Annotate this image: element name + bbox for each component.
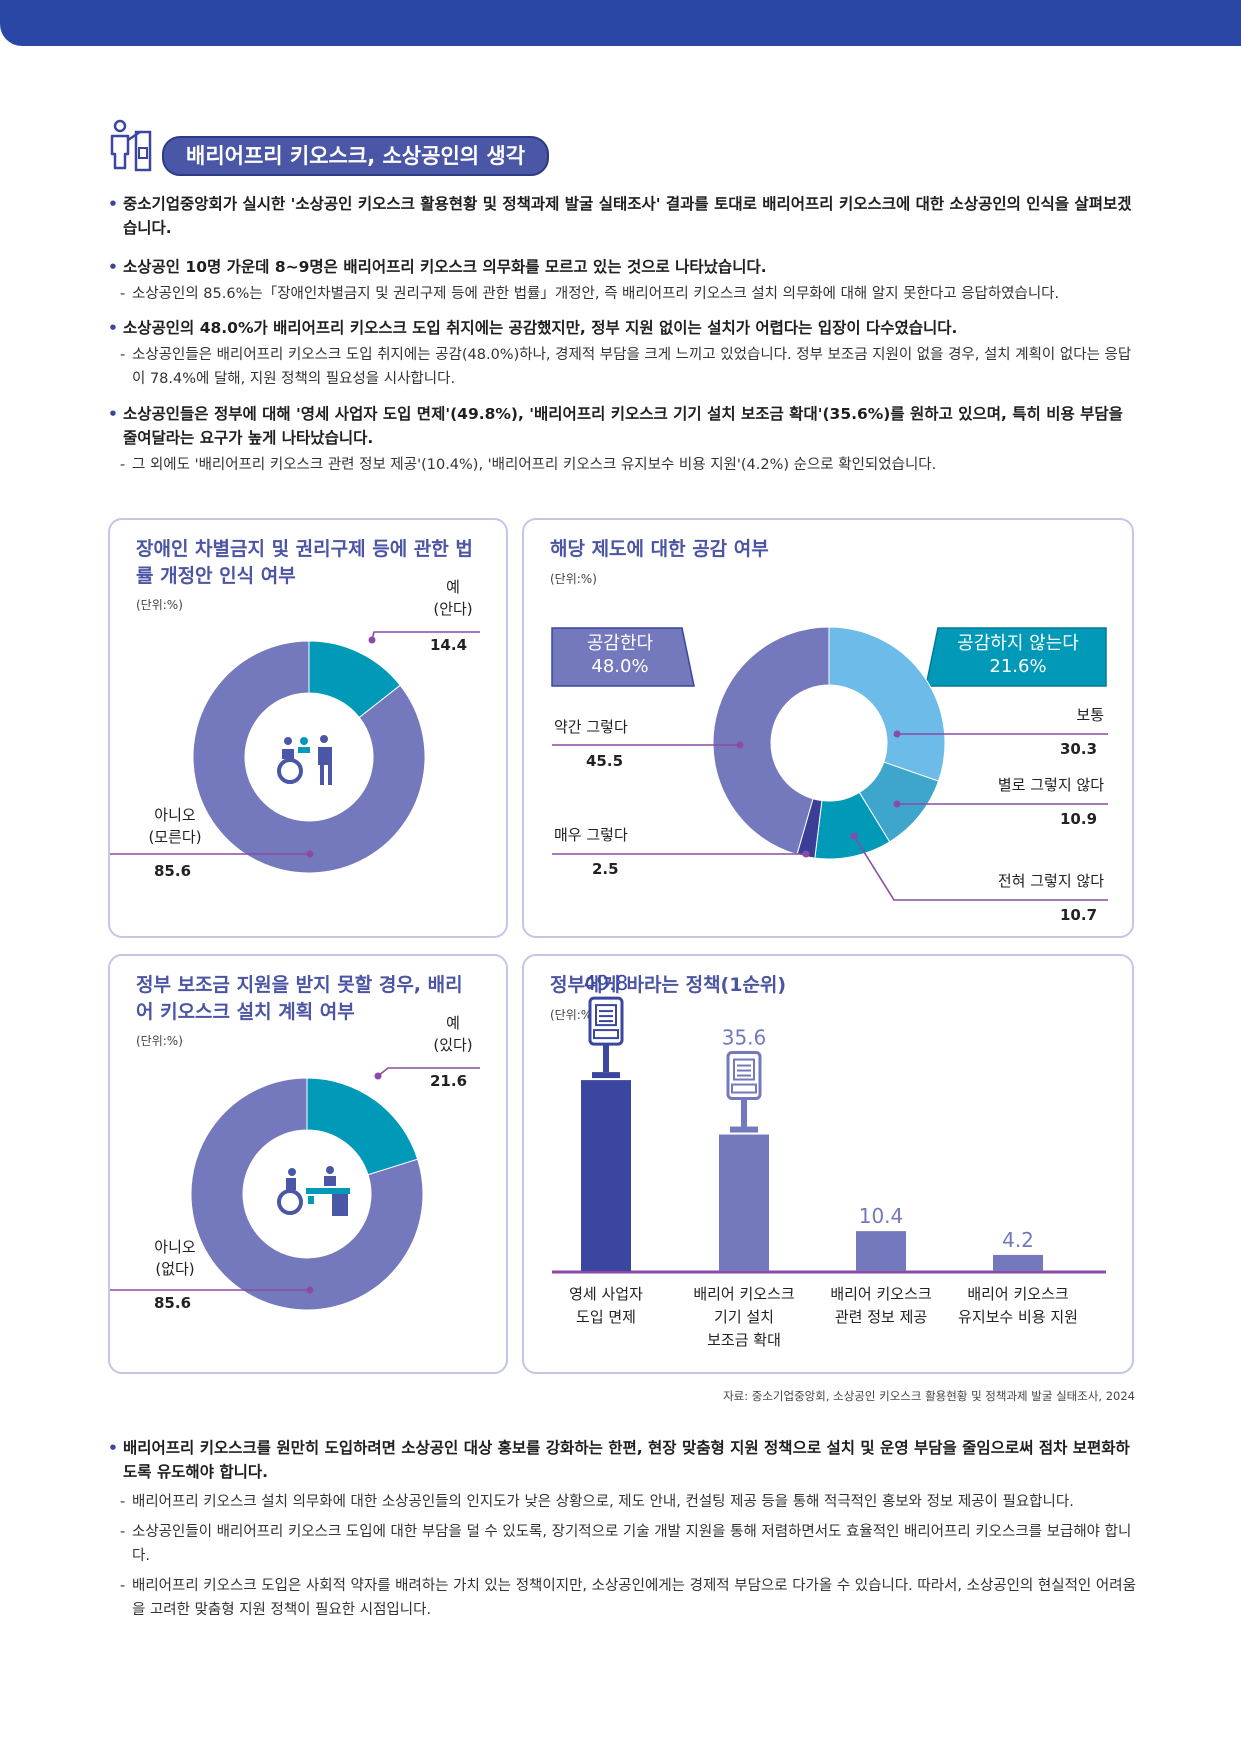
label-somewhat-agree: 약간 그렇다 [554,718,628,736]
wheelchair-kiosk-icon [277,735,332,785]
intro-sub-3: 소상공인들은 배리어프리 키오스크 도입 취지에는 공감(48.0%)하나, 경… [108,343,1138,391]
chart-card-install-plan: 정부 보조금 지원을 받지 못할 경우, 배리어 키오스크 설치 계획 여부 (… [108,954,508,1374]
chart-unit: (단위:%) [550,572,597,586]
donut-slices [712,626,946,860]
bar-0 [581,1080,631,1271]
donut-slices [190,1077,424,1311]
kiosk-icon [588,996,624,1079]
bar-value-label: 10.4 [859,1204,904,1228]
label-not-really: 별로 그렇지 않다 [997,776,1104,794]
conclusion-sub-3: 배리어프리 키오스크 도입은 사회적 약자를 배려하는 가치 있는 정책이지만,… [108,1574,1138,1622]
chart-unit: (단위:%) [136,1034,183,1048]
section-title: 배리어프리 키오스크, 소상공인의 생각 [162,136,550,176]
category-label: 배리어 키오스크 [830,1285,931,1303]
intro-bullet-1: 중소기업중앙회가 실시한 '소상공인 키오스크 활용현황 및 정책과제 발굴 실… [108,192,1138,240]
section-header: 배리어프리 키오스크, 소상공인의 생각 [106,118,626,176]
chart-title: 정부에게 바라는 정책(1순위) [550,974,787,996]
label-strongly-agree: 매우 그렇다 [554,826,628,844]
value-yes-plan: 21.6 [430,1072,468,1090]
bar-3 [993,1254,1043,1271]
conclusion-bullet: 배리어프리 키오스크를 원만히 도입하려면 소상공인 대상 홍보를 강화하는 한… [108,1436,1138,1484]
intro-sub-4: 그 외에도 '배리어프리 키오스크 관련 정보 제공'(10.4%), '배리어… [108,453,1138,477]
value-strongly-agree: 2.5 [592,860,619,878]
category-label: 도입 면제 [576,1308,636,1326]
donut-slices [192,640,426,874]
category-label: 배리어 키오스크 [967,1285,1068,1303]
intro-sub-2: 소상공인의 85.6%는「장애인차별금지 및 권리구제 등에 관한 법률」개정안… [108,282,1138,306]
label-yes-plan: 예 (있다) [433,1014,473,1054]
donut-slice-1 [190,1077,424,1311]
donut-slice-0 [828,626,946,782]
conclusion-sub-1: 배리어프리 키오스크 설치 의무화에 대한 소상공인들의 인지도가 낮은 상황으… [108,1490,1138,1514]
person-kiosk-icon [110,119,152,172]
group-disagree-box: 공감하지 않는다 21.6% [957,633,1079,677]
value-yes-knows: 14.4 [430,636,468,654]
donut-chart-awareness [110,631,480,874]
category-label: 배리어 키오스크 [693,1285,794,1303]
chart-card-empathy: 해당 제도에 대한 공감 여부 (단위:%) 공감한다 48.0% 공감하지 않는… [522,518,1134,938]
donut-chart-install-plan [110,1067,480,1311]
bar-value-label: 4.2 [1002,1228,1034,1252]
category-label: 보조금 확대 [707,1331,781,1349]
category-label: 기기 설치 [714,1308,774,1326]
conclusion-paragraph: 배리어프리 키오스크를 원만히 도입하려면 소상공인 대상 홍보를 강화하는 한… [108,1436,1138,1622]
intro-paragraph-4: 소상공인들은 정부에 대해 '영세 사업자 도입 면제'(49.8%), '배리… [108,402,1138,477]
intro-paragraph-2: 소상공인 10명 가운데 8~9명은 배리어프리 키오스크 의무화를 모르고 있… [108,255,1138,306]
value-not-at-all: 10.7 [1060,906,1098,924]
value-somewhat-agree: 45.5 [586,752,624,770]
value-no-plan: 85.6 [154,1294,192,1312]
chart-card-awareness: 장애인 차별금지 및 권리구제 등에 관한 법률 개정안 인식 여부 (단위:%… [108,518,508,938]
bar-1 [719,1134,769,1271]
chart-title: 장애인 차별금지 및 권리구제 등에 관한 법률 개정안 인식 여부 [136,538,473,587]
intro-bullet-3: 소상공인의 48.0%가 배리어프리 키오스크 도입 취지에는 공감했지만, 정… [108,316,1138,340]
donut-chart-empathy [551,626,1108,901]
intro-paragraph-1: 중소기업중앙회가 실시한 '소상공인 키오스크 활용현황 및 정책과제 발굴 실… [108,192,1138,240]
donut-slice-0 [306,1077,419,1176]
label-no-plan: 아니오 (없다) [154,1238,196,1278]
value-not-really: 10.9 [1060,810,1098,828]
intro-bullet-4: 소상공인들은 정부에 대해 '영세 사업자 도입 면제'(49.8%), '배리… [108,402,1138,450]
chart-title: 정부 보조금 지원을 받지 못할 경우, 배리어 키오스크 설치 계획 여부 [136,974,463,1023]
bar-value-label: 49.8 [584,971,629,995]
label-yes-knows: 예 (안다) [433,578,473,618]
chart-unit: (단위:%) [136,598,183,612]
category-label: 영세 사업자 [569,1285,643,1303]
top-banner [0,0,1241,46]
intro-paragraph-3: 소상공인의 48.0%가 배리어프리 키오스크 도입 취지에는 공감했지만, 정… [108,316,1138,391]
donut-slice-4 [712,626,830,856]
bar-value-label: 35.6 [722,1026,767,1050]
chart-unit: (단위:%) [550,1008,597,1022]
value-no-unknown: 85.6 [154,862,192,880]
wheelchair-counter-icon [277,1166,350,1216]
chart-title: 해당 제도에 대한 공감 여부 [550,538,769,560]
category-label: 유지보수 비용 지원 [958,1308,1078,1326]
donut-slice-1 [192,640,426,874]
label-neutral: 보통 [1076,706,1104,724]
value-neutral: 30.3 [1060,740,1098,758]
label-no-unknown: 아니오 (모른다) [148,806,202,846]
conclusion-sub-2: 소상공인들이 배리어프리 키오스크 도입에 대한 부담을 덜 수 있도록, 장기… [108,1520,1138,1568]
intro-bullet-2: 소상공인 10명 가운데 8~9명은 배리어프리 키오스크 의무화를 모르고 있… [108,255,1138,279]
category-label: 관련 정보 제공 [835,1308,927,1326]
group-agree-box: 공감한다 48.0% [586,633,654,677]
label-not-at-all: 전혀 그렇지 않다 [997,872,1104,890]
kiosk-icon [726,1051,762,1133]
source-note: 자료: 중소기업중앙회, 소상공인 키오스크 활용현황 및 정책과제 발굴 실태… [723,1389,1135,1403]
bar-2 [856,1231,906,1271]
